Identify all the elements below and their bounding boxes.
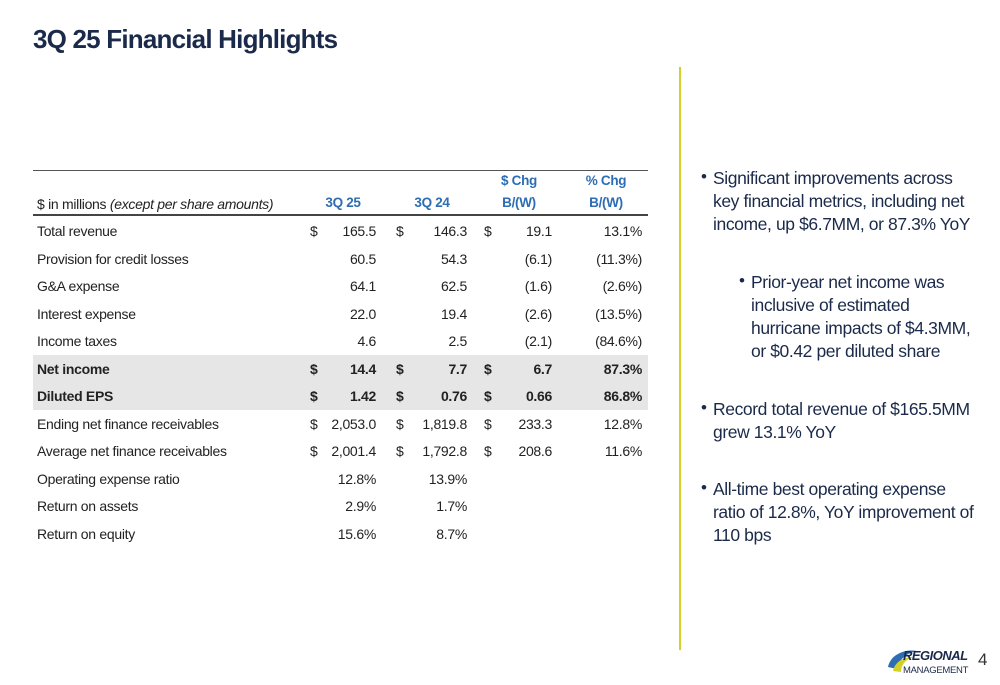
currency: $ — [310, 443, 318, 459]
currency: $ — [396, 415, 404, 432]
row-label: Interest expense — [37, 305, 136, 322]
row-label: Net income — [37, 360, 110, 377]
row-label: Operating expense ratio — [37, 470, 180, 487]
cell-value: 15.6% — [337, 525, 377, 542]
cell-value: 60.5 — [349, 250, 376, 267]
cell-value: 8.7% — [436, 525, 467, 542]
divider — [679, 67, 681, 650]
row-shade — [33, 382, 648, 410]
cell-value: 0.66 — [525, 388, 552, 404]
column-header: $ Chg — [500, 173, 537, 188]
cell-value: (2.6%) — [602, 278, 643, 294]
cell-value: 54.3 — [440, 250, 467, 267]
bullet-dot: • — [739, 271, 745, 290]
cell-value: 12.8% — [603, 415, 643, 432]
cell-value: 2,001.4 — [331, 443, 376, 459]
cell-value: 62.5 — [440, 278, 467, 294]
row-shade — [33, 354, 648, 382]
cell-value: (1.6) — [524, 278, 553, 294]
currency: $ — [484, 415, 492, 432]
cell-value: 86.8% — [603, 388, 643, 404]
cell-value: (2.6) — [524, 305, 553, 322]
cell-value: 146.3 — [433, 223, 467, 239]
currency: $ — [484, 223, 492, 239]
row-label: Return on assets — [37, 498, 139, 514]
cell-value: 1,819.8 — [422, 415, 467, 432]
row-label: Average net finance receivables — [37, 443, 227, 459]
cell-value: 14.4 — [349, 360, 376, 377]
cell-value: 7.7 — [448, 360, 467, 377]
currency: $ — [310, 388, 318, 404]
currency: $ — [396, 360, 404, 377]
bullet-text: Prior-year net income was inclusive of e… — [751, 272, 971, 361]
column-header: % Chg — [585, 173, 627, 188]
logo: REGIONAL MANAGEMENT — [888, 648, 969, 676]
cell-value: 1.42 — [349, 388, 376, 404]
column-header: B/(W) — [589, 195, 623, 210]
cell-value: 2.9% — [345, 498, 376, 514]
cell-value: (6.1) — [524, 250, 553, 267]
currency: $ — [484, 360, 492, 377]
logo-text: MANAGEMENT — [903, 665, 969, 676]
cell-value: 13.9% — [428, 470, 468, 487]
rule — [33, 214, 648, 216]
logo-text: REGIONAL — [903, 648, 968, 663]
cell-value: 2,053.0 — [331, 415, 376, 432]
row-label: Income taxes — [37, 333, 117, 349]
cell-value: 4.6 — [357, 333, 376, 349]
cell-value: 12.8% — [337, 470, 377, 487]
bullet-text: Record total revenue of $165.5MM grew 13… — [713, 399, 970, 442]
cell-value: (13.5%) — [595, 305, 642, 322]
cell-value: 165.5 — [342, 223, 376, 239]
cell-value: 13.1% — [603, 223, 643, 239]
cell-value: (84.6%) — [595, 333, 642, 349]
cell-value: 64.1 — [349, 278, 376, 294]
currency: $ — [484, 388, 492, 404]
cell-value: 19.4 — [440, 305, 467, 322]
row-label: Return on equity — [37, 525, 135, 542]
currency: $ — [396, 443, 404, 459]
currency: $ — [310, 223, 318, 239]
currency: $ — [310, 415, 318, 432]
rule — [33, 170, 648, 171]
cell-value: 87.3% — [603, 360, 643, 377]
units-label: $ in millions (except per share amounts) — [37, 196, 274, 212]
bullet-dot: • — [701, 167, 707, 186]
cell-value: 0.76 — [440, 388, 467, 404]
cell-value: 208.6 — [518, 443, 552, 459]
column-header: 3Q 24 — [414, 195, 450, 210]
row-label: Diluted EPS — [37, 388, 114, 404]
page-number: 4 — [978, 650, 988, 669]
logo-swoosh — [893, 657, 913, 672]
cell-value: 1.7% — [436, 498, 467, 514]
cell-value: 19.1 — [525, 223, 552, 239]
currency: $ — [396, 223, 404, 239]
cell-value: 1,792.8 — [422, 443, 467, 459]
bullet-text: Significant improvements across key fina… — [713, 168, 971, 234]
cell-value: 233.3 — [518, 415, 552, 432]
slide-title: 3Q 25 Financial Highlights — [33, 24, 338, 54]
row-label: Ending net finance receivables — [37, 415, 219, 432]
cell-value: 6.7 — [533, 360, 552, 377]
column-header: 3Q 25 — [325, 195, 361, 210]
cell-value: 2.5 — [448, 333, 467, 349]
cell-value: 11.6% — [604, 443, 642, 459]
cell-value: (2.1) — [524, 333, 553, 349]
currency: $ — [396, 388, 404, 404]
logo-swoosh — [888, 650, 917, 669]
row-label: Provision for credit losses — [37, 250, 189, 267]
bullet-text: All-time best operating expense ratio of… — [713, 479, 974, 545]
cell-value: (11.3%) — [596, 250, 642, 267]
currency: $ — [310, 360, 318, 377]
currency: $ — [484, 443, 492, 459]
bullet-dot: • — [701, 478, 707, 497]
row-label: G&A expense — [37, 278, 120, 294]
units: $ in millions — [37, 196, 107, 212]
bullet-dot: • — [701, 398, 707, 417]
cell-value: 22.0 — [349, 305, 376, 322]
units-note: (except per share amounts) — [109, 196, 274, 212]
row-label: Total revenue — [37, 223, 118, 239]
column-header: B/(W) — [502, 195, 536, 210]
